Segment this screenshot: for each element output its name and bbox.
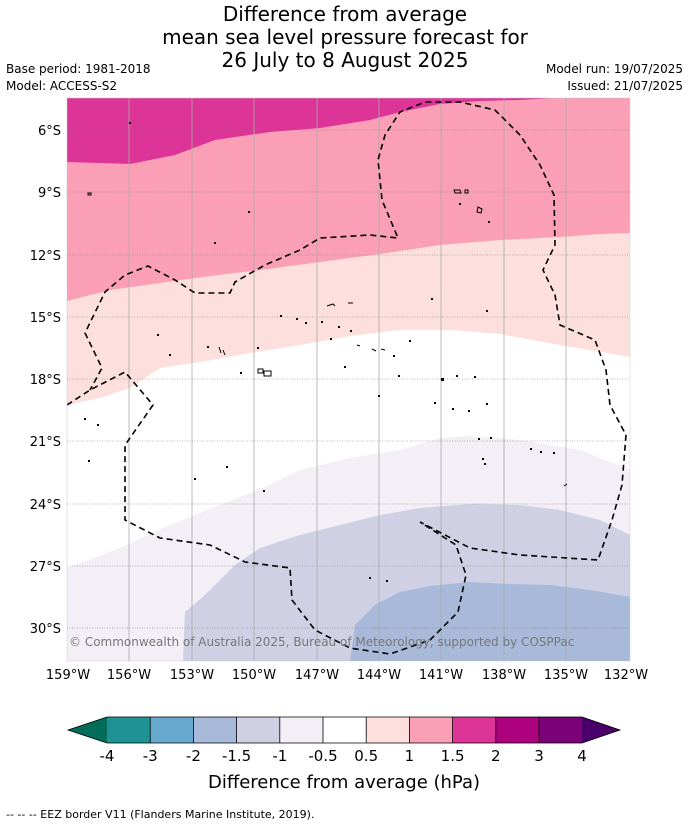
copyright-notice: © Commonwealth of Australia 2025, Bureau…	[69, 635, 574, 649]
lat-label-21s: 21°S	[30, 435, 61, 450]
colorbar-tick-11: 3	[534, 747, 544, 765]
eez-footnote: -- -- -- EEZ border V11 (Flanders Marine…	[6, 808, 315, 821]
lat-label-15s: 15°S	[30, 311, 61, 326]
lon-label-144w: 144°W	[357, 668, 401, 683]
colorbar-swatch-5	[279, 717, 324, 743]
lon-label-159w: 159°W	[46, 668, 90, 683]
lon-label-156w: 156°W	[107, 668, 151, 683]
band-pos-1-5-to-2	[67, 98, 555, 164]
lat-label-30s: 30°S	[30, 622, 61, 637]
lat-label-6s: 6°S	[38, 124, 61, 139]
colorbar-swatch-4	[236, 717, 280, 743]
colorbar-tick-2: -3	[143, 747, 158, 765]
lon-label-150w: 150°W	[232, 668, 276, 683]
colorbar-swatch-2	[150, 717, 194, 743]
meridians	[128, 98, 567, 661]
map-frame	[66, 97, 631, 662]
map-title-line-2: mean sea level pressure forecast for	[162, 25, 528, 49]
colorbar-tick-6: -0.5	[308, 747, 337, 765]
lon-label-135w: 135°W	[544, 668, 588, 683]
colorbar-under-arrow	[68, 717, 107, 743]
colorbar-swatch-7	[366, 717, 410, 743]
lat-label-24s: 24°S	[30, 498, 61, 513]
lat-label-27s: 27°S	[30, 560, 61, 575]
colorbar-tick-10: 2	[491, 747, 501, 765]
colorbar-swatch-9	[452, 717, 496, 743]
lon-label-138w: 138°W	[482, 668, 526, 683]
colorbar-tick-5: -1	[272, 747, 287, 765]
lon-label-153w: 153°W	[170, 668, 214, 683]
lat-label-18s: 18°S	[30, 373, 61, 388]
colorbar-swatch-1	[107, 717, 151, 743]
map-title-line-1: Difference from average	[222, 2, 468, 26]
map-area: © Commonwealth of Australia 2025, Bureau…	[67, 98, 630, 661]
lat-label-9s: 9°S	[38, 186, 61, 201]
colorbar-tick-7: 0.5	[354, 747, 378, 765]
base-period: Base period: 1981-2018	[6, 62, 151, 76]
colorbar: -4 -3 -2 -1.5 -1 -0.5 0.5 1 1.5 2 3 4 Di…	[66, 716, 622, 793]
islets	[84, 122, 555, 582]
colorbar-tick-12: 4	[577, 747, 587, 765]
lon-label-132w: 132°W	[604, 668, 648, 683]
colorbar-tick-8: 1	[405, 747, 415, 765]
model-name: Model: ACCESS-S2	[6, 79, 118, 93]
lon-tick-labels: 159°W 156°W 153°W 150°W 147°W 144°W 141°…	[46, 668, 648, 683]
lon-label-147w: 147°W	[295, 668, 339, 683]
lat-label-12s: 12°S	[30, 249, 61, 264]
colorbar-swatch-11	[539, 717, 582, 743]
issued-date: Issued: 21/07/2025	[567, 79, 683, 93]
eez-border	[67, 101, 627, 655]
colorbar-over-arrow	[582, 717, 620, 743]
band-pos-1-to-1-5	[67, 98, 630, 301]
lat-tick-labels: 6°S 9°S 12°S 15°S 18°S 21°S 24°S 27°S 30…	[30, 124, 61, 637]
band-neg-1-5-to-2	[350, 582, 630, 661]
colorbar-swatch-6	[323, 717, 367, 743]
colorbar-swatch-3	[193, 717, 237, 743]
colorbar-tick-1: -4	[100, 747, 115, 765]
colorbar-label: Difference from average (hPa)	[208, 772, 480, 793]
colorbar-swatch-10	[495, 717, 540, 743]
islands	[87, 189, 568, 487]
colorbar-tick-3: -2	[186, 747, 201, 765]
model-run: Model run: 19/07/2025	[545, 62, 683, 76]
colorbar-swatch-8	[409, 717, 453, 743]
map-title-line-3: 26 July to 8 August 2025	[221, 48, 469, 72]
lon-label-141w: 141°W	[419, 668, 463, 683]
colorbar-tick-9: 1.5	[441, 747, 465, 765]
colorbar-tick-4: -1.5	[222, 747, 251, 765]
